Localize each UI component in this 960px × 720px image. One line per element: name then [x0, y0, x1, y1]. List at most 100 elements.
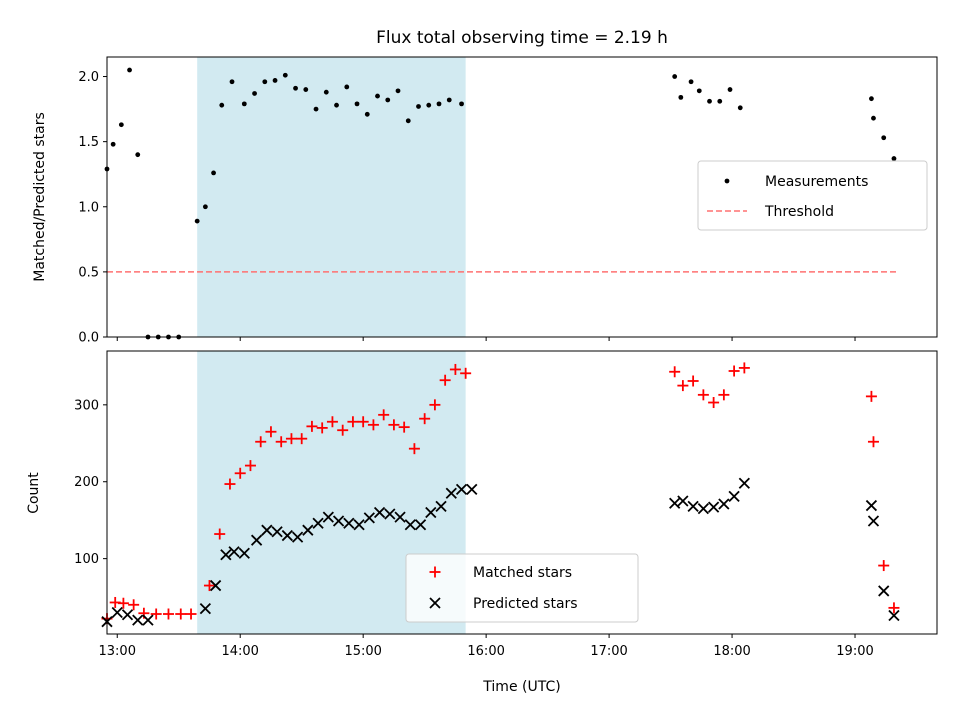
measurement-point [688, 79, 694, 85]
predicted-point [363, 512, 375, 524]
matched-point [175, 608, 187, 620]
predicted-point [312, 517, 324, 529]
measurement-point [364, 111, 370, 117]
measurement-point [737, 105, 743, 111]
measurement-point [323, 89, 329, 95]
predicted-point [261, 524, 273, 536]
measurement-point [344, 84, 350, 90]
matched-legend-label: Matched stars [473, 565, 572, 581]
predicted-point [353, 519, 365, 531]
measurement-point [202, 204, 208, 210]
predicted-point [865, 499, 878, 512]
bottom-panel: 13:00 14:00 15:00 16:00 17:00 18:00 19:00 100 20… [26, 350, 938, 695]
top-ticks: 0.0 0.5 1.0 1.5 2.0 [78, 70, 856, 346]
matched-point [326, 416, 338, 428]
predicted-point [281, 529, 293, 542]
matched-point [117, 597, 129, 609]
y-tick-label: 200 [74, 475, 99, 490]
matched-point [203, 580, 215, 592]
top-plot-frame [106, 56, 938, 338]
measurement-point [110, 141, 116, 147]
bottom-legend: Matched stars Predicted stars [405, 553, 639, 623]
predicted-point [738, 477, 750, 489]
x-tick-label: 17:00 [590, 644, 627, 659]
matched-point [439, 374, 451, 386]
measurement-point [135, 152, 141, 158]
predicted-point [888, 609, 900, 622]
matched-point [296, 433, 308, 445]
predicted-point [394, 511, 406, 523]
measurement-point [241, 101, 247, 107]
x-tick-label: 14:00 [221, 644, 258, 659]
x-tick-label: 19:00 [836, 644, 873, 659]
predicted-point [384, 508, 396, 520]
predicted-point [878, 585, 890, 597]
y-tick-label: 100 [74, 552, 99, 567]
predicted-point [728, 490, 740, 502]
matched-point [708, 397, 720, 409]
matched-point [419, 413, 431, 425]
x-tick-label: 15:00 [344, 644, 381, 659]
matched-point [224, 478, 236, 490]
predicted-point [250, 534, 263, 546]
x-axis-label: Time (UTC) [482, 679, 560, 695]
predicted-point [142, 614, 154, 626]
y-tick-label: 0.0 [78, 331, 99, 346]
matched-point [162, 608, 174, 620]
predicted-point [677, 495, 689, 507]
matched-point [449, 363, 461, 375]
measurements-legend-marker [724, 178, 730, 184]
matched-point [378, 409, 390, 421]
y-tick-label: 300 [74, 398, 99, 413]
predicted-point [697, 503, 710, 515]
predicted-point [291, 531, 304, 543]
predicted-point [209, 579, 222, 592]
predicted-point [343, 517, 355, 529]
matched-point [128, 599, 140, 611]
matched-point [728, 365, 740, 377]
figure-title: Flux total observing time = 2.19 h [376, 28, 668, 48]
predicted-legend-marker [429, 597, 441, 609]
matched-point [357, 416, 369, 428]
predicted-point [455, 483, 468, 496]
matched-point [306, 420, 318, 432]
matched-point [347, 416, 359, 428]
measurement-point [405, 118, 411, 124]
top-panel: 0.00.51.01.52.0 Matched/Predicted stars … [32, 56, 938, 346]
predicted-point [425, 506, 437, 519]
predicted-point [466, 483, 478, 496]
predicted-point [669, 497, 681, 509]
measurement-point [354, 101, 360, 107]
measurement-point [229, 79, 235, 85]
x-tick-label: 18:00 [713, 644, 750, 659]
predicted-point [414, 519, 427, 531]
predicted-point [199, 602, 212, 615]
measurement-point [211, 170, 216, 176]
measurement-point [891, 156, 897, 161]
matched-point [408, 443, 420, 455]
matched-point [185, 608, 197, 620]
predicted-point [322, 511, 334, 523]
x-tick-label: 16:00 [467, 644, 504, 659]
measurement-point [334, 102, 339, 108]
measurement-point [282, 72, 288, 78]
measurements-legend-label: Measurements [765, 174, 868, 190]
threshold-legend-label: Threshold [764, 204, 834, 220]
predicted-point [435, 500, 447, 512]
matched-point [275, 436, 287, 448]
matched-point [388, 419, 400, 431]
bottom-plot-frame [106, 350, 938, 635]
matched-point [867, 436, 879, 448]
matched-point [738, 362, 750, 374]
predicted-point [373, 506, 386, 519]
measurement-point [678, 94, 684, 100]
y-tick-label: 0.5 [78, 265, 99, 280]
measurement-point [881, 135, 887, 141]
matched-point [888, 602, 900, 614]
matched-point [316, 422, 328, 434]
top-marks [104, 67, 897, 340]
predicted-point [220, 549, 232, 561]
y-tick-label: 1.0 [78, 200, 99, 215]
measurement-point [707, 98, 712, 104]
